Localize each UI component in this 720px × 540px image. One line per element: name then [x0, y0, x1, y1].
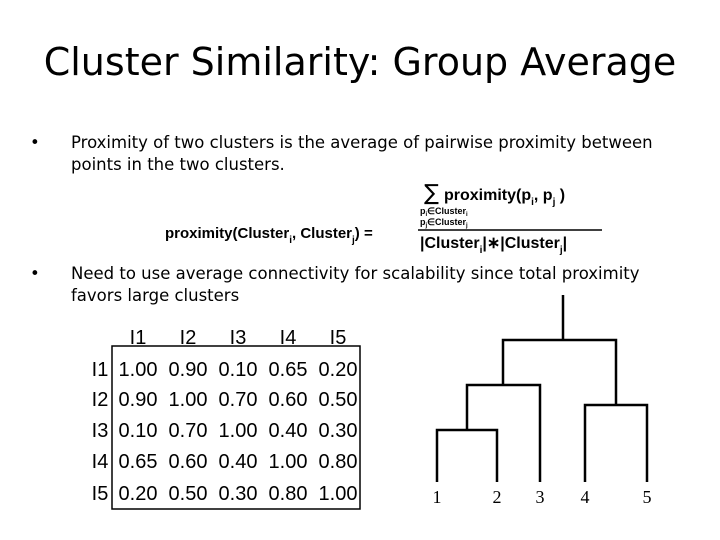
- table-cell: 0.10: [119, 420, 158, 442]
- formula-part: proximity(Cluster: [165, 225, 289, 242]
- row-label: I5: [92, 483, 109, 505]
- table-cell: 0.80: [319, 451, 358, 473]
- table-header: I4: [280, 327, 297, 349]
- formula-sum: ∑: [424, 181, 439, 206]
- leaf-label: 3: [536, 487, 545, 507]
- table-cell: 0.65: [119, 451, 158, 473]
- row-label: I3: [92, 420, 109, 442]
- leaf-label: 2: [493, 487, 502, 507]
- table-cell: 0.20: [319, 359, 358, 381]
- table-cell: 0.40: [269, 420, 308, 442]
- table-cell: 1.00: [319, 483, 358, 505]
- formula-part: , p: [534, 187, 553, 204]
- formula-part: proximity(p: [444, 187, 531, 204]
- formula-numerator: proximity(pi, pj ): [444, 187, 565, 208]
- formula-part: |∗|Cluster: [482, 235, 559, 252]
- table-cell: 0.60: [269, 389, 308, 411]
- table-cell: 0.40: [219, 451, 258, 473]
- formula-sub: j: [465, 223, 468, 229]
- table-cell: 1.00: [269, 451, 308, 473]
- formula-part: ∈Cluster: [427, 217, 466, 227]
- formula-sub: i: [289, 235, 292, 246]
- table-cell: 0.70: [219, 389, 258, 411]
- table-cell: 1.00: [219, 420, 258, 442]
- formula-part: p: [420, 206, 426, 216]
- table-header: I5: [330, 327, 347, 349]
- row-label: I4: [92, 451, 109, 473]
- table-cell: 0.65: [269, 359, 308, 381]
- bullet-dot: •: [30, 264, 40, 283]
- formula-sub: i: [466, 212, 468, 218]
- formula-part: |: [563, 235, 567, 252]
- dendrogram-link: [465, 383, 542, 482]
- formula-sub: j: [351, 235, 355, 246]
- bullet-text: Proximity of two clusters is the average…: [71, 133, 653, 174]
- table-cell: 0.90: [169, 359, 208, 381]
- formula-sub: i: [426, 212, 428, 218]
- table-cell: 0.50: [169, 483, 208, 505]
- table-cell: 0.10: [219, 359, 258, 381]
- table-cell: 0.80: [269, 483, 308, 505]
- leaf-label: 5: [643, 487, 652, 507]
- table-cell: 0.20: [119, 483, 158, 505]
- formula-sub: j: [552, 197, 556, 208]
- table-header: I2: [180, 327, 197, 349]
- table-header: I3: [230, 327, 247, 349]
- dendrogram-link: [435, 428, 499, 482]
- row-label: I1: [92, 359, 109, 381]
- table-cell: 0.60: [169, 451, 208, 473]
- dendrogram-link: [501, 338, 618, 405]
- formula-part: ∈Cluster: [427, 206, 466, 216]
- formula-sub: i: [480, 245, 483, 256]
- formula-part: ) =: [355, 225, 373, 242]
- formula-sub: j: [425, 223, 428, 229]
- formula-part: , Cluster: [292, 225, 352, 242]
- formula-sub: j: [559, 245, 563, 256]
- formula-index: pj∈Clusterj: [420, 217, 468, 229]
- formula-part: |Cluster: [420, 235, 480, 252]
- table-header: I1: [130, 327, 147, 349]
- table-cell: 0.50: [319, 389, 358, 411]
- bullet-dot: •: [30, 133, 40, 152]
- dendrogram: [435, 295, 649, 482]
- table-cell: 0.30: [319, 420, 358, 442]
- table-cell: 0.30: [219, 483, 258, 505]
- bullet-text: Need to use average connectivity for sca…: [71, 264, 640, 305]
- row-label: I2: [92, 389, 109, 411]
- slide-title: Cluster Similarity: Group Average: [43, 40, 677, 84]
- formula-sub: i: [531, 197, 534, 208]
- formula-index: pi∈Clusteri: [420, 206, 468, 218]
- leaf-label: 1: [433, 487, 442, 507]
- formula-lhs: proximity(Clusteri, Clusterj) =: [165, 225, 373, 246]
- formula-part: ): [555, 187, 565, 204]
- formula-denominator: |Clusteri|∗|Clusterj|: [420, 235, 567, 256]
- table-cell: 0.90: [119, 389, 158, 411]
- table-cell: 0.70: [169, 420, 208, 442]
- leaf-label: 4: [581, 487, 590, 507]
- table-border: [111, 345, 361, 510]
- dendrogram-link: [583, 403, 649, 482]
- table-cell: 1.00: [169, 389, 208, 411]
- formula-part: p: [420, 217, 426, 227]
- table-cell: 1.00: [119, 359, 158, 381]
